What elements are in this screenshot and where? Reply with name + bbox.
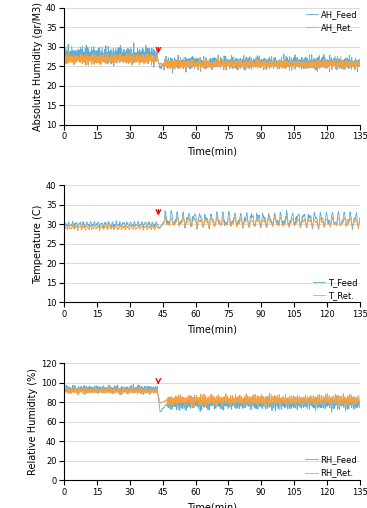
T_Feed: [101, 224, 105, 230]
Line: T_Ret.: T_Ret.: [64, 216, 360, 231]
T_Feed: [350, 226, 355, 232]
Legend: T_Feed, T_Ret.: T_Feed, T_Ret.: [313, 278, 357, 300]
T_Feed: [357, 215, 362, 221]
AH_Feed: [62, 49, 66, 55]
X-axis label: Time(min): Time(min): [187, 147, 237, 157]
Line: RH_Feed: RH_Feed: [64, 385, 360, 412]
RH_Feed: [115, 387, 119, 393]
T_Ret.: [161, 220, 166, 227]
AH_Ret.: [101, 58, 105, 64]
T_Feed: [207, 226, 211, 232]
AH_Ret.: [115, 52, 119, 58]
T_Ret.: [207, 221, 212, 227]
X-axis label: Time(min): Time(min): [187, 502, 237, 508]
RH_Feed: [357, 404, 362, 410]
AH_Ret.: [161, 61, 166, 67]
RH_Ret.: [130, 384, 134, 390]
AH_Feed: [284, 61, 289, 67]
RH_Feed: [207, 406, 212, 412]
T_Ret.: [284, 214, 289, 220]
AH_Feed: [132, 40, 136, 46]
AH_Feed: [115, 48, 119, 54]
Y-axis label: Absolute Humidity (gr/M3): Absolute Humidity (gr/M3): [33, 2, 43, 131]
AH_Feed: [101, 53, 105, 59]
RH_Feed: [329, 409, 334, 415]
RH_Feed: [62, 388, 66, 394]
AH_Feed: [170, 70, 175, 76]
AH_Ret.: [284, 60, 289, 66]
T_Ret.: [115, 225, 119, 231]
RH_Ret.: [357, 399, 362, 405]
RH_Feed: [259, 403, 263, 409]
RH_Ret.: [101, 388, 105, 394]
T_Ret.: [357, 219, 362, 226]
T_Feed: [284, 207, 289, 213]
T_Feed: [62, 221, 66, 228]
T_Feed: [258, 223, 263, 229]
RH_Ret.: [259, 400, 264, 406]
Y-axis label: Temperature (C): Temperature (C): [33, 204, 43, 283]
AH_Feed: [208, 59, 212, 65]
T_Feed: [161, 219, 166, 226]
RH_Ret.: [115, 389, 119, 395]
X-axis label: Time(min): Time(min): [187, 325, 237, 334]
T_Ret.: [101, 226, 105, 232]
RH_Feed: [131, 382, 136, 388]
T_Ret.: [98, 228, 102, 234]
Legend: AH_Feed, AH_Ret.: AH_Feed, AH_Ret.: [306, 10, 357, 33]
RH_Feed: [101, 386, 105, 392]
T_Ret.: [62, 225, 66, 231]
Y-axis label: Relative Humidity (%): Relative Humidity (%): [28, 368, 38, 475]
RH_Ret.: [161, 398, 166, 404]
AH_Ret.: [315, 68, 320, 74]
RH_Ret.: [62, 387, 66, 393]
AH_Ret.: [129, 49, 134, 55]
RH_Ret.: [190, 405, 195, 411]
Legend: RH_Feed, RH_Ret.: RH_Feed, RH_Ret.: [305, 455, 357, 478]
AH_Feed: [259, 61, 264, 67]
T_Feed: [115, 219, 119, 226]
RH_Feed: [284, 398, 289, 404]
T_Feed: [284, 214, 288, 220]
T_Ret.: [259, 224, 264, 230]
AH_Ret.: [62, 56, 66, 62]
AH_Ret.: [207, 56, 212, 62]
Line: RH_Ret.: RH_Ret.: [64, 387, 360, 408]
Line: AH_Feed: AH_Feed: [64, 43, 360, 73]
T_Ret.: [232, 213, 237, 219]
RH_Feed: [161, 404, 166, 410]
RH_Ret.: [208, 397, 212, 403]
AH_Ret.: [259, 59, 263, 66]
AH_Ret.: [357, 63, 362, 69]
AH_Feed: [357, 64, 362, 70]
RH_Ret.: [284, 395, 289, 401]
Line: AH_Ret.: AH_Ret.: [64, 52, 360, 71]
AH_Feed: [161, 60, 166, 67]
Line: T_Feed: T_Feed: [64, 210, 360, 229]
